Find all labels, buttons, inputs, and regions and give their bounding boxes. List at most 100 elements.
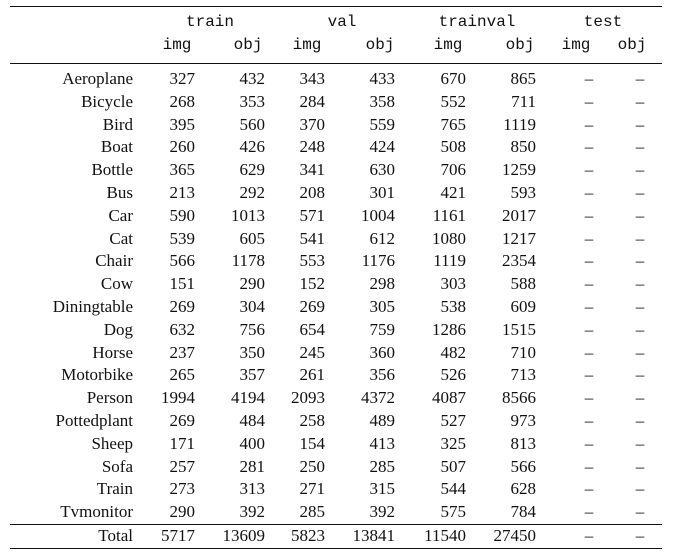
- cell-value: 1178: [231, 251, 265, 271]
- cell-value: 269: [299, 297, 326, 316]
- cell-value: –: [635, 388, 645, 408]
- cell-value: –: [635, 114, 645, 134]
- cell-value: 526: [440, 365, 467, 385]
- cell-value: 1161: [432, 205, 466, 225]
- cell-value: –: [584, 251, 594, 271]
- cell-value: 1013: [231, 205, 265, 225]
- cell-value: –: [635, 342, 645, 362]
- cell-value: 27450: [493, 526, 537, 545]
- cell-value: 290: [239, 274, 266, 294]
- row-label: Sheep: [91, 433, 133, 453]
- cell-value: 269: [169, 411, 196, 430]
- cell-value: 271: [299, 479, 326, 499]
- cell-value: 13841: [352, 526, 396, 545]
- cell-value: 539: [169, 228, 196, 248]
- cell-value: 365: [169, 160, 196, 180]
- cell-value: 298: [369, 274, 396, 294]
- cell-value: 421: [440, 183, 467, 202]
- cell-value: 237: [169, 342, 196, 362]
- cell-value: 171: [169, 433, 196, 453]
- cell-value: 151: [169, 274, 196, 294]
- row-label: Train: [96, 479, 133, 499]
- total-rule: [10, 524, 662, 525]
- cell-value: –: [635, 137, 645, 157]
- cell-value: –: [635, 91, 645, 111]
- cell-value: 711: [511, 91, 536, 111]
- cell-value: 973: [510, 411, 537, 430]
- cell-value: 756: [239, 319, 266, 339]
- cell-value: 290: [169, 502, 196, 522]
- cell-value: 553: [299, 251, 326, 271]
- row-label: Total: [98, 526, 133, 545]
- cell-value: 706: [440, 160, 467, 180]
- cell-value: –: [584, 411, 594, 430]
- cell-value: –: [584, 479, 594, 499]
- cell-value: 327: [169, 69, 196, 88]
- cell-value: 395: [169, 114, 196, 134]
- cell-value: –: [635, 456, 645, 476]
- cell-value: 5717: [161, 526, 195, 545]
- cell-value: –: [635, 479, 645, 499]
- cell-value: 11540: [424, 526, 466, 545]
- cell-value: –: [584, 91, 594, 111]
- cell-value: 343: [299, 69, 326, 88]
- group-header: train: [185, 13, 234, 31]
- cell-value: 559: [369, 114, 396, 134]
- cell-value: 538: [440, 297, 467, 316]
- cell-value: 865: [510, 69, 537, 88]
- cell-value: 4087: [432, 388, 466, 408]
- cell-value: 303: [440, 274, 467, 294]
- cell-value: 258: [299, 411, 326, 430]
- cell-value: 1119: [433, 251, 466, 271]
- cell-value: 552: [440, 91, 467, 111]
- cell-value: 571: [299, 205, 326, 225]
- cell-value: 1119: [503, 114, 536, 134]
- cell-value: 13609: [222, 526, 266, 545]
- cell-value: –: [635, 251, 645, 271]
- cell-value: 813: [510, 433, 537, 453]
- sub-header: img: [561, 36, 591, 54]
- cell-value: –: [635, 433, 645, 453]
- cell-value: –: [584, 228, 594, 248]
- cell-value: 261: [299, 365, 326, 385]
- cell-value: 260: [169, 137, 196, 157]
- sub-header: obj: [365, 36, 395, 54]
- sub-header: obj: [233, 36, 263, 54]
- cell-value: –: [584, 114, 594, 134]
- cell-value: 507: [440, 456, 467, 476]
- cell-value: –: [584, 137, 594, 157]
- sub-header: img: [433, 36, 463, 54]
- cell-value: 560: [239, 114, 266, 134]
- cell-value: 285: [299, 502, 326, 522]
- cell-value: 292: [239, 183, 266, 202]
- cell-value: –: [584, 319, 594, 339]
- cell-value: 8566: [502, 388, 536, 408]
- cell-value: 482: [440, 342, 467, 362]
- row-label: Dog: [103, 319, 133, 339]
- row-label: Bottle: [91, 160, 133, 180]
- cell-value: 273: [169, 479, 196, 499]
- cell-value: 257: [169, 456, 196, 476]
- cell-value: –: [584, 502, 594, 522]
- row-label: Motorbike: [61, 365, 133, 385]
- cell-value: 1259: [502, 160, 536, 180]
- cell-value: 1515: [502, 319, 536, 339]
- cell-value: 541: [299, 228, 326, 248]
- cell-value: 654: [299, 319, 326, 339]
- cell-value: 489: [369, 411, 396, 430]
- cell-value: 710: [510, 342, 537, 362]
- cell-value: 4194: [231, 388, 265, 408]
- row-label: Cow: [100, 274, 133, 294]
- cell-value: 265: [169, 365, 196, 385]
- cell-value: 1286: [432, 319, 466, 339]
- cell-value: –: [584, 274, 594, 294]
- cell-value: 588: [510, 274, 537, 294]
- cell-value: 566: [169, 251, 196, 271]
- cell-value: –: [584, 69, 594, 88]
- cell-value: –: [635, 228, 645, 248]
- row-label: Boat: [100, 137, 133, 157]
- cell-value: 250: [299, 456, 326, 476]
- cell-value: 350: [239, 342, 266, 362]
- cell-value: 325: [440, 433, 467, 453]
- cell-value: 784: [510, 502, 537, 522]
